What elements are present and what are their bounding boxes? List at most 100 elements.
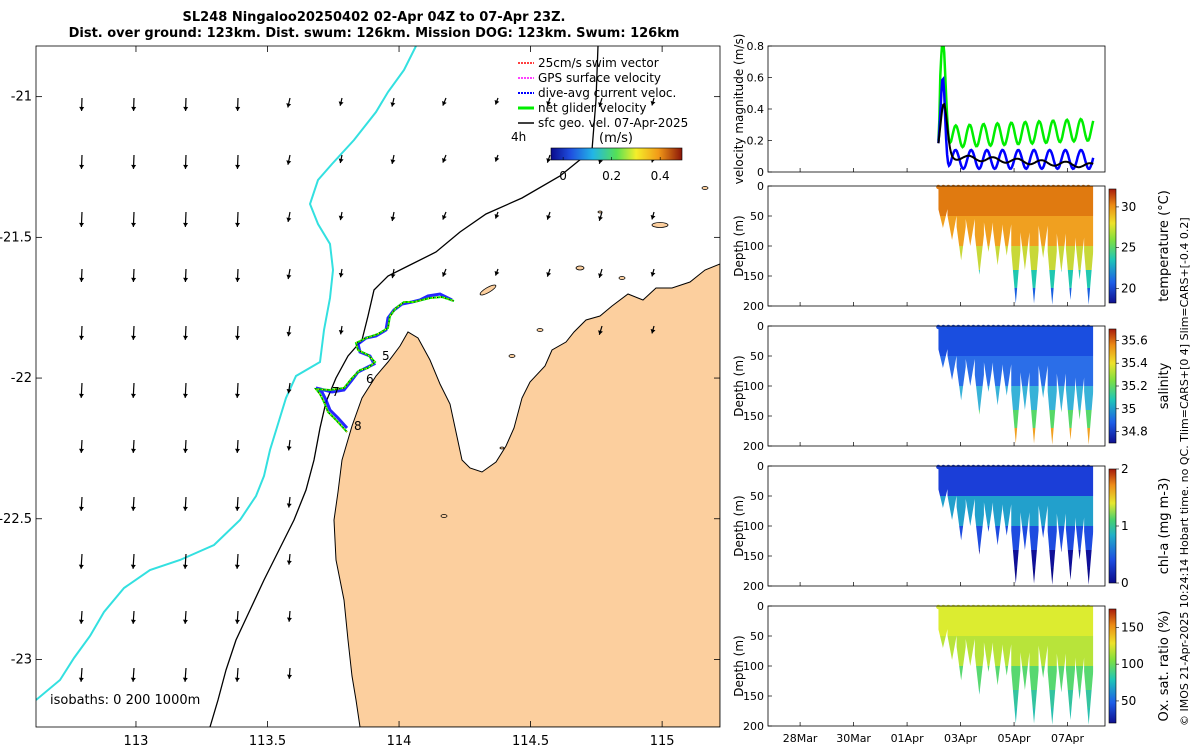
velocity-y-tick-label: 0.4 [747, 103, 765, 116]
oxygen-surface-sample [956, 604, 961, 610]
sfc-arrow [235, 211, 241, 227]
depth-tick-label: 150 [743, 550, 764, 563]
chla-surface-sample [1071, 464, 1076, 470]
salinity-surface-sample [1031, 324, 1036, 330]
sfc-arrow [182, 382, 188, 398]
sfc-arrow [442, 211, 447, 220]
salinity-surface-sample [1001, 324, 1006, 330]
temperature-surface-sample [1051, 184, 1056, 190]
depth-tick-label: 200 [743, 440, 764, 453]
velocity-panel: 0 0.2 0.4 0.6 0.8 velocity magnitude (m/s) [732, 34, 1106, 184]
temperature-surface-sample [981, 184, 986, 190]
title-line-2: Dist. over ground: 123km. Dist. swum: 12… [69, 26, 680, 41]
sfc-arrow [286, 211, 292, 223]
salinity-surface-sample [1046, 324, 1051, 330]
oxygen-surface-sample [971, 604, 976, 610]
salinity-surface-sample [1011, 324, 1016, 330]
depth-tick-label: 100 [743, 240, 764, 253]
salinity-surface-sample [946, 324, 951, 330]
temperature-surface-sample [1006, 184, 1011, 190]
temperature-surface-sample [956, 184, 961, 190]
chla-colorbar-tick-label: 2 [1121, 462, 1129, 476]
oxygen-colorbar-tick-label: 150 [1121, 620, 1144, 634]
temperature-surface-sample [946, 184, 951, 190]
chla-surface-sample [1001, 464, 1006, 470]
sfc-arrow [494, 268, 500, 276]
temperature-colorbar-label: temperature (°C) [1157, 190, 1172, 302]
temperature-colorbar-tick-label: 30 [1121, 200, 1136, 214]
sfc-arrow [390, 268, 396, 279]
isobath-1000m [36, 46, 417, 701]
temperature-surface-sample [1036, 184, 1041, 190]
oxygen-colorbar-tick-label: 50 [1121, 694, 1136, 708]
temperature-surface-sample [1001, 184, 1006, 190]
oxygen-surface-sample [1051, 604, 1056, 610]
temperature-surface-sample [1026, 184, 1031, 190]
sfc-arrow [338, 268, 344, 278]
panel-x-tick-label: 28Mar [783, 732, 818, 745]
map-y-ticks: -21 -21.5 -22 -22.5 -23 [0, 90, 720, 667]
chla-surface-sample [1076, 464, 1081, 470]
land-mass [333, 263, 720, 727]
map-y-tick-label: -22 [11, 371, 32, 386]
velocity-frame [767, 45, 1106, 173]
depth-tick-label: 150 [743, 270, 764, 283]
day-label-8: 8 [354, 419, 362, 433]
chla-panel: 0 50 100 150 200 Depth (m) 0 1 2 chl-a (mg m-3) [732, 460, 1172, 593]
sfc-arrow [130, 667, 136, 682]
oxygen-colorbar-tick-label: 100 [1121, 657, 1144, 671]
chla-surface-sample [1081, 464, 1086, 470]
chla-colorbar [1108, 468, 1117, 584]
chla-surface-sample [966, 464, 971, 470]
oxygen-surface-sample [991, 604, 996, 610]
sfc-arrow [286, 610, 292, 622]
map-y-tick-label: -21.5 [0, 230, 32, 245]
salinity-colorbar-tick-label: 35.2 [1121, 379, 1148, 393]
oxygen-surface-sample [1071, 604, 1076, 610]
chla-surface-sample [1051, 464, 1056, 470]
colorbar-tick-label: 0.4 [651, 169, 670, 183]
footer-credit: © IMOS 21-Apr-2025 10:24:14 Hobart time.… [1178, 217, 1191, 726]
sfc-arrow [598, 268, 603, 278]
salinity-surface-sample [956, 324, 961, 330]
map-frame [35, 45, 721, 728]
sfc-arrow [650, 268, 656, 277]
salinity-surface-sample [1016, 324, 1021, 330]
salinity-colorbar-tick-label: 35 [1121, 402, 1136, 416]
map-y-tick-label: -23 [11, 652, 32, 667]
depth-tick-label: 0 [757, 600, 764, 613]
sfc-arrow [286, 382, 292, 394]
temperature-surface-sample [1071, 184, 1076, 190]
depth-tick-label: 50 [750, 490, 764, 503]
legend-sfc-geo-velocity: sfc geo. vel. 07-Apr-2025 [538, 116, 688, 130]
sfc-arrow [131, 325, 137, 340]
temperature-surface-sample [1011, 184, 1016, 190]
temperature-section-field [938, 186, 1094, 305]
temperature-surface-sample [1066, 184, 1071, 190]
depth-tick-label: 100 [743, 520, 764, 533]
oxygen-surface-sample [1041, 604, 1046, 610]
oxygen-surface-sample [1046, 604, 1051, 610]
map-x-tick-label: 115 [650, 734, 675, 749]
velocity-y-tick-label: 0.8 [747, 40, 765, 53]
salinity-surface-sample [1041, 324, 1046, 330]
sfc-arrow [79, 154, 85, 169]
net-glider-velocity-line [937, 46, 1095, 149]
salinity-colorbar-label: salinity [1157, 362, 1172, 409]
salinity-surface-sample [996, 324, 1001, 330]
temperature-surface-sample [1056, 184, 1061, 190]
depth-tick-label: 100 [743, 380, 764, 393]
isobath-200m [209, 46, 599, 727]
sfc-arrow [286, 553, 292, 565]
oxygen-surface-sample [1011, 604, 1016, 610]
salinity-surface-sample [951, 324, 956, 330]
temperature-surface-sample [961, 184, 966, 190]
depth-tick-label: 50 [750, 350, 764, 363]
sfc-arrow [286, 97, 292, 108]
chla-surface-sample [991, 464, 996, 470]
chla-colorbar-tick-label: 0 [1121, 576, 1129, 590]
depth-tick-label: 150 [743, 690, 764, 703]
sfc-arrow [78, 496, 84, 511]
map-x-tick-label: 114 [387, 734, 412, 749]
